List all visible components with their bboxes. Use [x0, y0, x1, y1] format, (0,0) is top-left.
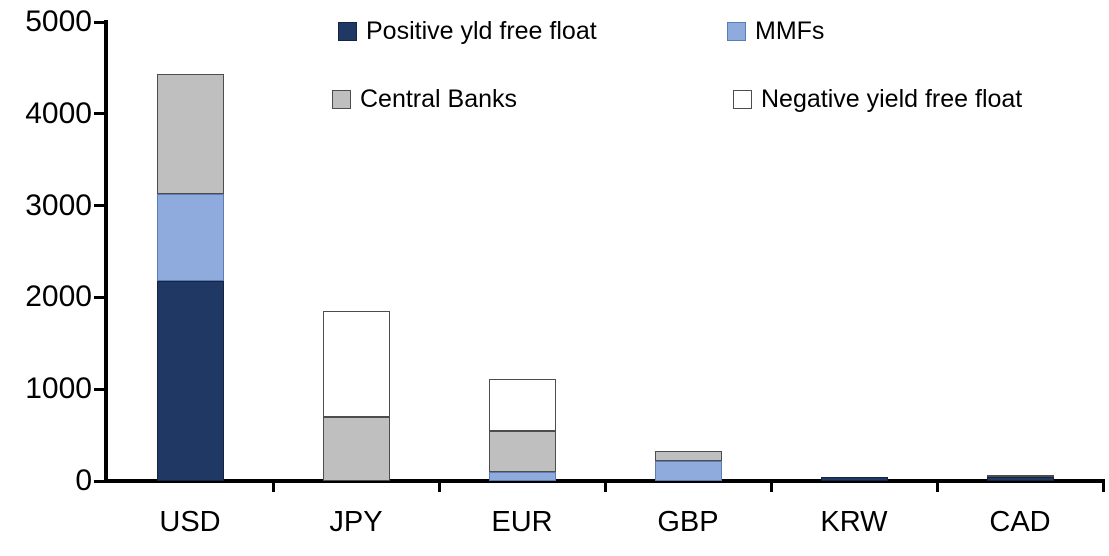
legend-item-mmfs: MMFs — [727, 19, 824, 44]
y-tick-mark — [94, 20, 107, 24]
legend-label-positive-yld-free-float: Positive yld free float — [366, 17, 597, 45]
legend-swatch-negative-yield-free-float — [733, 90, 752, 109]
legend-swatch-mmfs — [727, 22, 746, 41]
legend-label-central-banks: Central Banks — [360, 85, 518, 113]
legend-item-central-banks: Central Banks — [332, 87, 517, 112]
x-tick-mark — [271, 481, 275, 492]
legend-swatch-central-banks — [332, 90, 351, 109]
y-axis-tick-label: 0 — [75, 464, 92, 497]
bar-segment-eur-negative-yield-free-float — [489, 379, 556, 432]
x-tick-mark — [1101, 481, 1105, 492]
legend-label-mmfs: MMFs — [755, 17, 825, 45]
x-tick-mark — [437, 481, 441, 492]
bar-segment-jpy-central-banks — [323, 416, 390, 481]
bar-segment-cad-central-banks — [987, 475, 1054, 478]
y-tick-mark — [94, 479, 107, 483]
bar-segment-krw-positive-yld-free-float — [821, 476, 888, 481]
x-axis-category-label-cad: CAD — [989, 506, 1051, 538]
x-tick-mark — [603, 481, 607, 492]
bar-segment-jpy-negative-yield-free-float — [323, 311, 390, 417]
y-axis-tick-label: 3000 — [25, 188, 92, 222]
legend-label-negative-yield-free-float: Negative yield free float — [761, 85, 1023, 113]
x-tick-mark — [935, 481, 939, 492]
x-axis-category-label-gbp: GBP — [657, 506, 719, 538]
bar-segment-usd-central-banks — [157, 74, 224, 194]
bar-segment-usd-mmfs — [157, 193, 224, 282]
legend-swatch-positive-yld-free-float — [338, 22, 357, 41]
bar-segment-eur-central-banks — [489, 431, 556, 472]
bar-segment-gbp-central-banks — [655, 450, 722, 462]
y-tick-mark — [94, 204, 107, 208]
legend-item-positive-yld-free-float: Positive yld free float — [338, 19, 597, 44]
y-axis-tick-label: 4000 — [25, 96, 92, 130]
x-axis-category-label-krw: KRW — [820, 506, 888, 538]
x-axis-category-label-eur: EUR — [491, 506, 553, 538]
y-tick-mark — [94, 295, 107, 299]
bar-segment-usd-positive-yld-free-float — [157, 281, 224, 481]
y-axis-tick-label: 2000 — [25, 280, 92, 314]
bar-segment-cad-positive-yld-free-float — [987, 477, 1054, 481]
x-axis-category-label-usd: USD — [159, 506, 221, 538]
y-axis-line — [104, 20, 108, 483]
bar-segment-eur-mmfs — [489, 471, 556, 481]
y-axis-tick-label: 1000 — [25, 372, 92, 406]
x-tick-mark — [769, 481, 773, 492]
x-axis-category-label-jpy: JPY — [329, 506, 383, 538]
legend-item-negative-yield-free-float: Negative yield free float — [733, 87, 1022, 112]
bar-segment-gbp-mmfs — [655, 461, 722, 481]
y-tick-mark — [94, 112, 107, 116]
y-tick-mark — [94, 387, 107, 391]
y-axis-tick-label: 5000 — [25, 5, 92, 38]
